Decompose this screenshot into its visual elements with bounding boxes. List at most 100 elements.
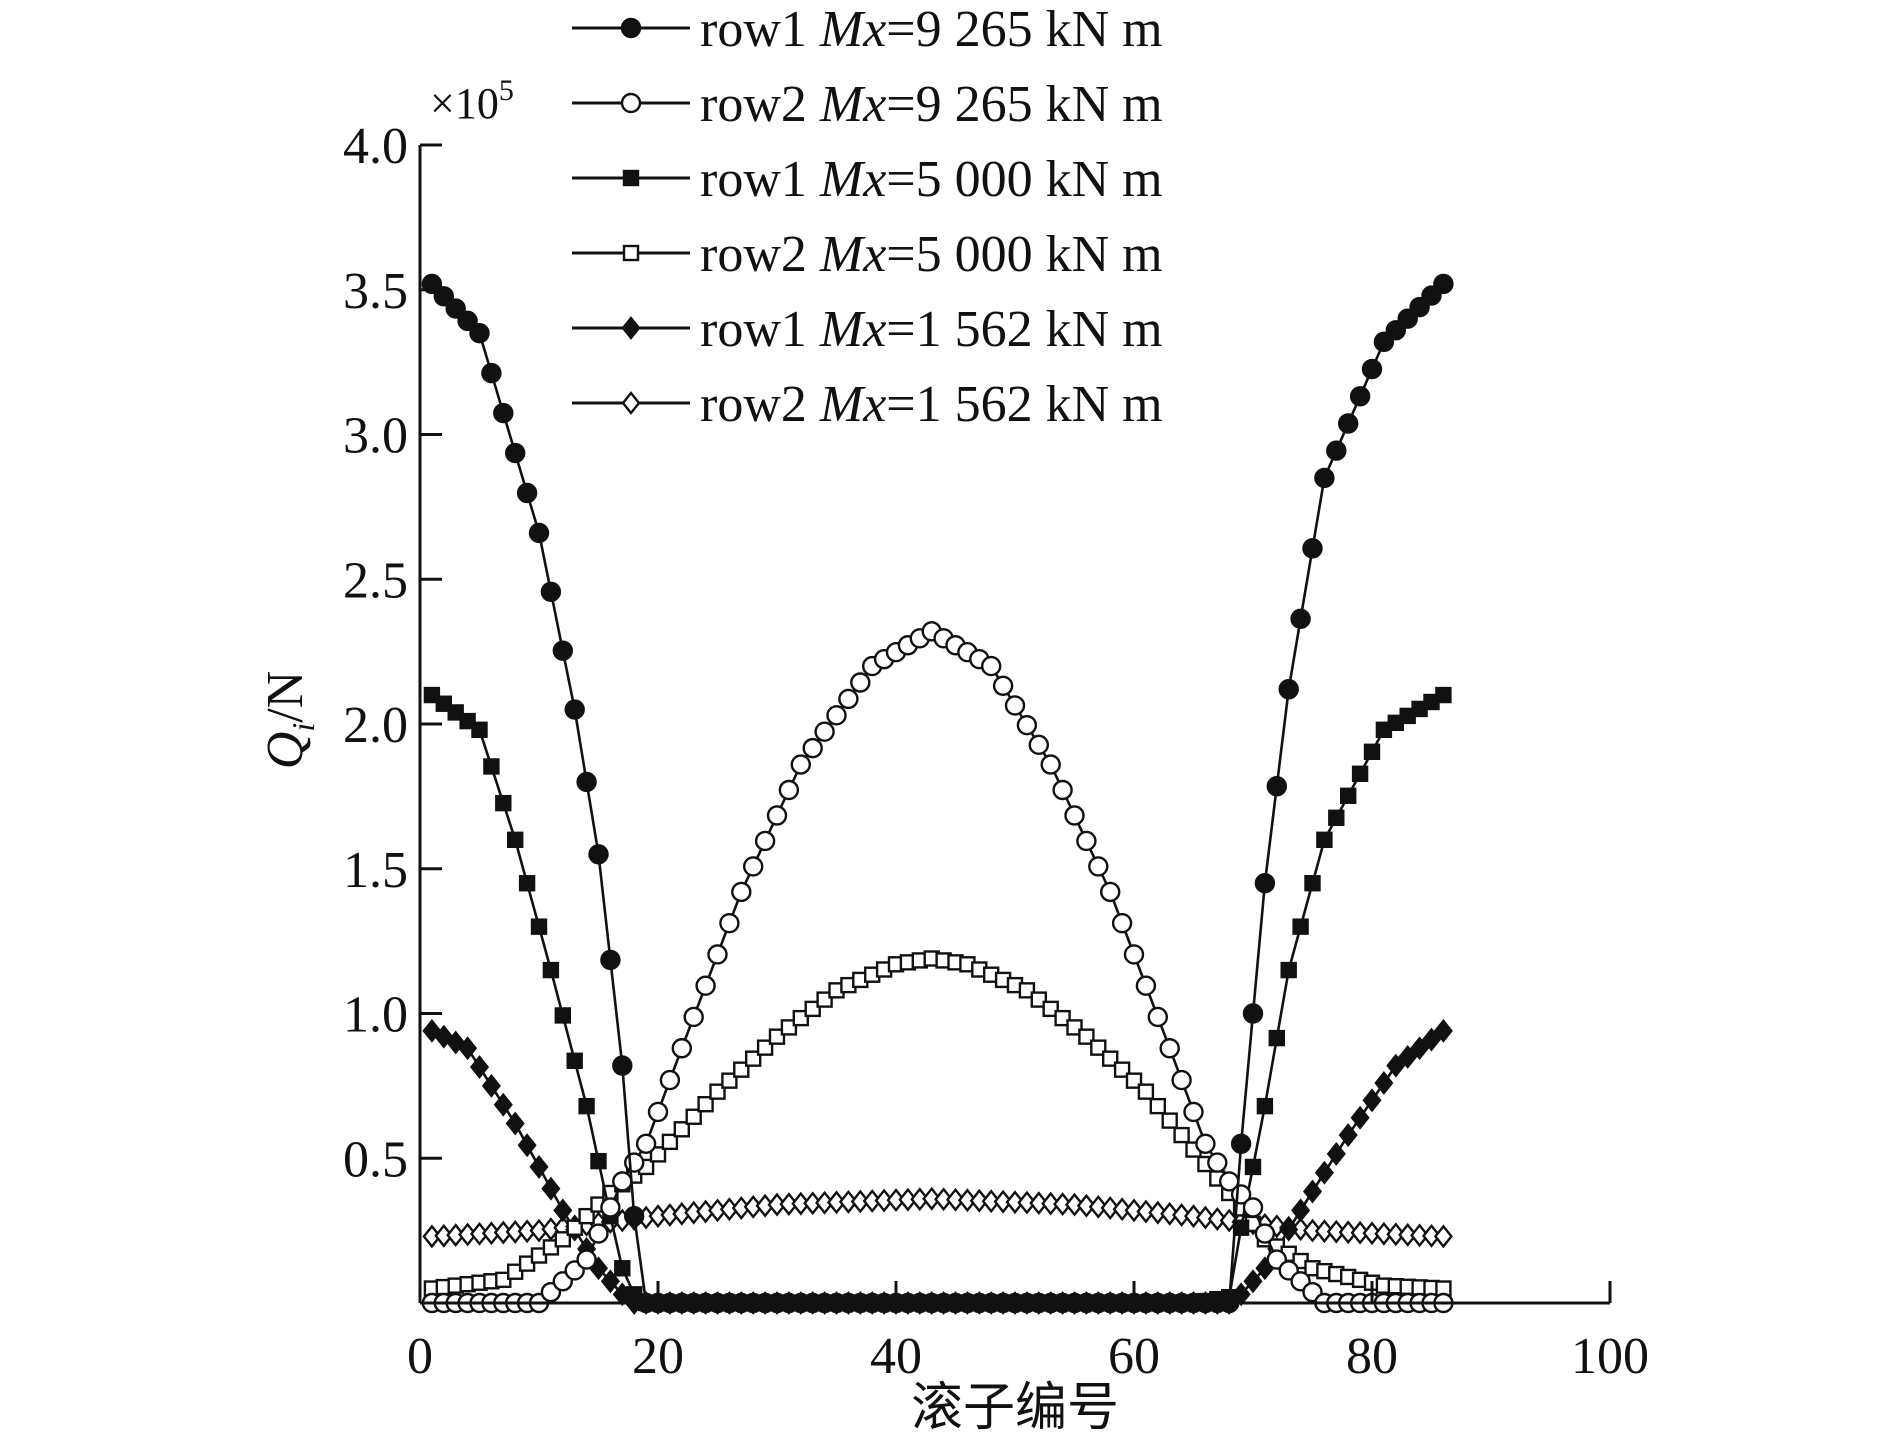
data-point xyxy=(1078,1028,1095,1045)
data-point xyxy=(766,805,788,826)
data-point xyxy=(981,1189,1001,1214)
data-point xyxy=(541,1176,561,1201)
y-tick-label: 1.0 xyxy=(343,987,408,1044)
data-point xyxy=(1398,1222,1418,1247)
data-point xyxy=(992,675,1014,696)
data-point xyxy=(588,844,609,865)
data-point xyxy=(1374,1071,1394,1095)
data-point xyxy=(495,794,512,812)
data-point xyxy=(1173,1126,1190,1144)
data-point xyxy=(518,875,536,892)
data-point xyxy=(481,1073,501,1098)
data-point xyxy=(1029,1191,1049,1216)
data-point xyxy=(685,1108,702,1125)
data-point xyxy=(1254,873,1276,894)
data-point xyxy=(1351,765,1369,782)
data-point xyxy=(1421,285,1442,306)
data-point xyxy=(1361,358,1383,380)
data-point xyxy=(1052,779,1073,801)
data-point xyxy=(1172,1203,1192,1227)
data-point xyxy=(624,1152,645,1173)
data-point xyxy=(447,704,464,721)
data-point xyxy=(612,1171,633,1192)
data-point xyxy=(1254,1223,1276,1244)
data-point xyxy=(792,1009,809,1027)
data-point xyxy=(1314,467,1335,489)
data-point xyxy=(1136,1199,1156,1224)
data-point xyxy=(671,1038,692,1059)
data-point xyxy=(1064,805,1085,826)
data-point xyxy=(542,961,560,979)
data-point xyxy=(1076,830,1097,852)
data-point xyxy=(661,1133,679,1151)
data-point xyxy=(697,1096,714,1113)
data-point xyxy=(1088,856,1109,877)
data-point xyxy=(838,688,859,710)
data-point xyxy=(1207,1207,1227,1231)
data-point xyxy=(719,912,740,934)
legend-marker xyxy=(620,17,642,39)
data-point xyxy=(957,1188,977,1213)
data-point xyxy=(1230,1133,1252,1154)
data-point xyxy=(1244,1158,1262,1176)
data-point xyxy=(1042,1000,1059,1018)
data-point xyxy=(768,1028,786,1045)
data-point xyxy=(850,672,871,693)
data-point xyxy=(1101,1050,1119,1067)
data-point xyxy=(540,581,562,602)
data-point xyxy=(816,991,833,1008)
data-point xyxy=(733,1061,750,1078)
x-tick-label: 60 xyxy=(1108,1328,1160,1385)
legend-label: row2 Mx=1 562 kN m xyxy=(700,376,1163,433)
series-6 xyxy=(422,1186,1453,1249)
data-point xyxy=(1290,608,1311,630)
data-point xyxy=(635,1133,657,1154)
data-point xyxy=(578,1207,595,1225)
data-point xyxy=(1256,1097,1274,1115)
data-point xyxy=(1030,991,1048,1008)
data-point xyxy=(1147,1006,1169,1028)
data-point xyxy=(754,830,776,852)
data-point xyxy=(778,779,800,801)
legend: row1 Mx=9 265 kN m row2 Mx=9 265 kN m row1… xyxy=(572,1,1163,433)
data-point xyxy=(1100,1196,1120,1220)
data-point xyxy=(826,705,847,726)
data-point xyxy=(1350,1220,1370,1245)
data-point xyxy=(1076,1193,1096,1218)
data-point xyxy=(1433,1018,1453,1043)
data-point xyxy=(1409,296,1430,318)
data-point xyxy=(1363,743,1381,760)
data-point xyxy=(673,1121,690,1138)
data-point xyxy=(1373,331,1395,353)
data-point xyxy=(981,655,1002,677)
data-point xyxy=(969,1188,989,1213)
data-point xyxy=(1302,1218,1323,1243)
data-point xyxy=(471,721,488,738)
data-point xyxy=(1386,1053,1406,1078)
data-point xyxy=(1028,734,1050,756)
data-point xyxy=(435,695,452,712)
legend-label: row1 Mx=9 265 kN m xyxy=(700,1,1163,58)
y-tick-label: 4.0 xyxy=(343,118,408,175)
data-point xyxy=(1161,1112,1178,1129)
y-tick-label: 2.0 xyxy=(343,697,408,754)
data-point xyxy=(1291,1217,1311,1242)
data-point xyxy=(1111,912,1133,934)
data-point xyxy=(1099,881,1121,903)
data-point xyxy=(1314,1160,1334,1185)
data-point xyxy=(1135,975,1157,996)
data-point xyxy=(1017,1190,1037,1215)
data-point xyxy=(683,1006,704,1028)
data-point xyxy=(516,482,538,504)
x-tick-label: 40 xyxy=(870,1328,922,1385)
data-point xyxy=(1090,1039,1107,1056)
data-point xyxy=(1183,1101,1204,1123)
data-point xyxy=(564,699,585,720)
data-point xyxy=(1338,1123,1358,1148)
data-point xyxy=(1113,1061,1131,1078)
data-point xyxy=(445,298,466,319)
data-point xyxy=(505,1111,525,1136)
x-tick-label: 100 xyxy=(1571,1328,1649,1385)
data-point xyxy=(1148,1200,1168,1225)
